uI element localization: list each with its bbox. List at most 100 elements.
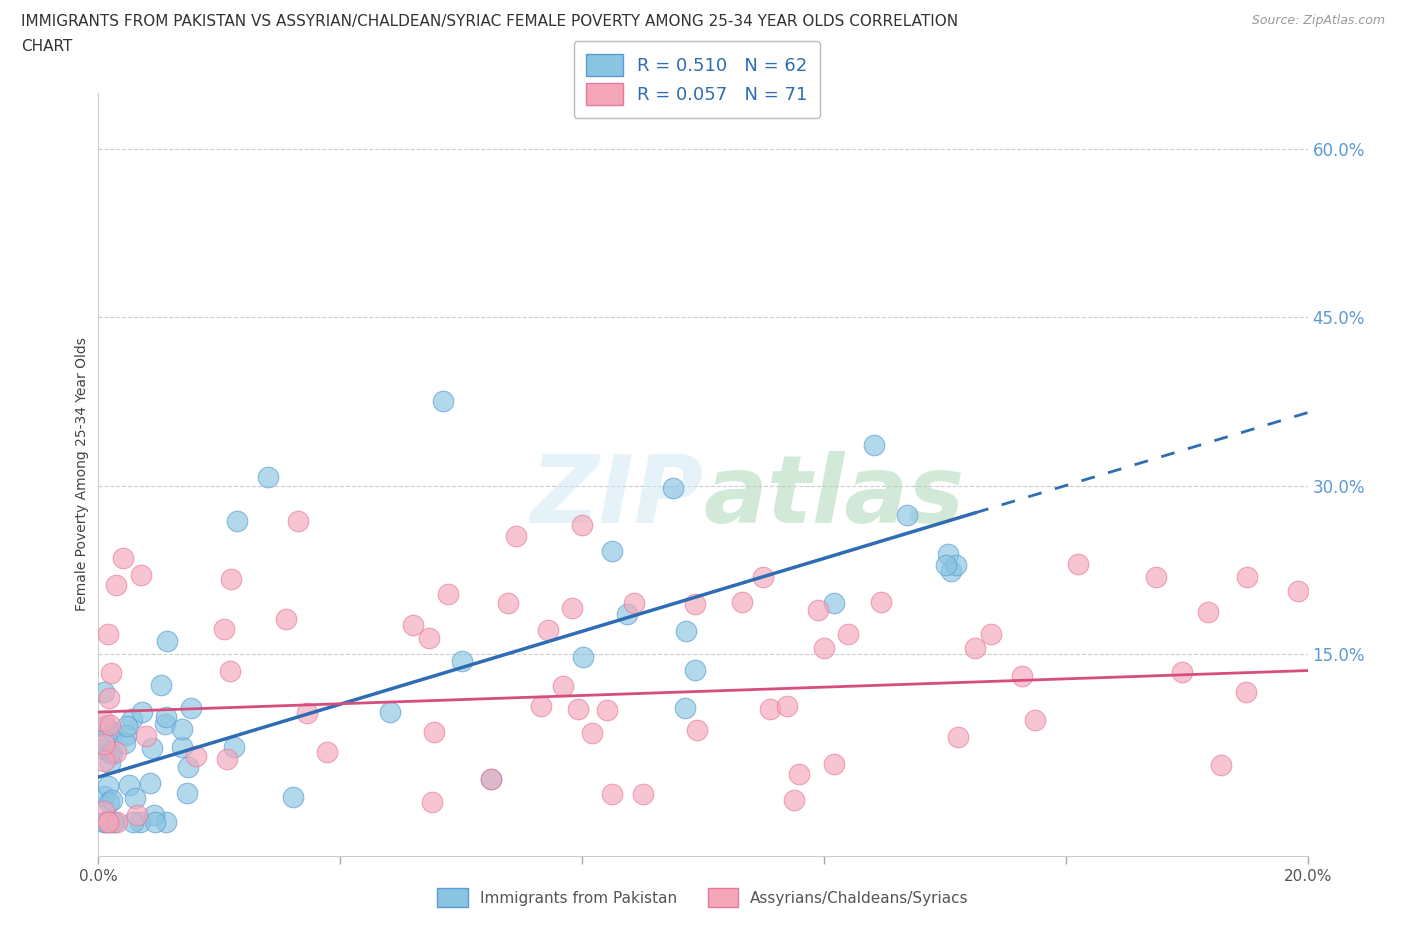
Point bbox=[673, 700, 696, 715]
Point bbox=[96, 626, 118, 641]
Point bbox=[686, 723, 709, 737]
Point bbox=[623, 595, 645, 610]
Point bbox=[222, 739, 245, 754]
Point bbox=[1234, 685, 1257, 700]
Point bbox=[602, 543, 624, 558]
Point bbox=[752, 570, 775, 585]
Point bbox=[217, 751, 239, 766]
Point bbox=[783, 792, 806, 807]
Point bbox=[939, 565, 962, 579]
Point bbox=[101, 747, 124, 762]
Point bbox=[945, 558, 967, 573]
Point bbox=[184, 749, 207, 764]
Point bbox=[155, 710, 177, 724]
Legend: Immigrants from Pakistan, Assyrians/Chaldeans/Syriacs: Immigrants from Pakistan, Assyrians/Chal… bbox=[432, 883, 974, 913]
Point bbox=[863, 438, 886, 453]
Point bbox=[93, 736, 115, 751]
Point bbox=[128, 815, 150, 830]
Point bbox=[287, 514, 309, 529]
Point bbox=[105, 815, 128, 830]
Point bbox=[571, 517, 593, 532]
Point bbox=[170, 722, 193, 737]
Point bbox=[1144, 570, 1167, 585]
Point bbox=[418, 631, 440, 645]
Point bbox=[111, 551, 134, 565]
Point bbox=[97, 815, 120, 830]
Point bbox=[97, 815, 120, 830]
Point bbox=[101, 793, 124, 808]
Point bbox=[787, 766, 810, 781]
Point bbox=[581, 725, 603, 740]
Text: Source: ZipAtlas.com: Source: ZipAtlas.com bbox=[1251, 14, 1385, 27]
Point bbox=[131, 705, 153, 720]
Point bbox=[602, 787, 624, 802]
Point bbox=[401, 618, 423, 632]
Point bbox=[93, 789, 115, 804]
Point bbox=[420, 795, 443, 810]
Point bbox=[124, 790, 146, 805]
Point bbox=[936, 547, 959, 562]
Point bbox=[176, 786, 198, 801]
Point bbox=[869, 594, 891, 609]
Point bbox=[437, 587, 460, 602]
Point bbox=[155, 815, 177, 830]
Point bbox=[141, 740, 163, 755]
Text: atlas: atlas bbox=[703, 451, 965, 543]
Point bbox=[274, 611, 297, 626]
Point bbox=[481, 772, 503, 787]
Point bbox=[571, 649, 593, 664]
Point bbox=[823, 756, 845, 771]
Point bbox=[481, 772, 503, 787]
Point bbox=[98, 795, 121, 810]
Point bbox=[813, 641, 835, 656]
Point bbox=[561, 601, 583, 616]
Point bbox=[153, 716, 176, 731]
Point bbox=[1171, 664, 1194, 679]
Point bbox=[114, 736, 136, 751]
Point bbox=[93, 815, 115, 830]
Point bbox=[101, 725, 124, 740]
Point bbox=[1067, 556, 1090, 571]
Point bbox=[93, 804, 115, 818]
Point bbox=[93, 741, 115, 756]
Point bbox=[93, 753, 115, 768]
Point bbox=[93, 733, 115, 748]
Point bbox=[100, 756, 122, 771]
Point bbox=[1198, 604, 1220, 619]
Point bbox=[156, 633, 179, 648]
Point bbox=[121, 712, 143, 727]
Point bbox=[121, 815, 143, 830]
Point bbox=[180, 700, 202, 715]
Text: CHART: CHART bbox=[21, 39, 73, 54]
Point bbox=[596, 703, 619, 718]
Point bbox=[316, 745, 339, 760]
Point bbox=[219, 572, 242, 587]
Point bbox=[1286, 583, 1309, 598]
Point bbox=[226, 514, 249, 529]
Point bbox=[567, 701, 589, 716]
Point bbox=[170, 740, 193, 755]
Point bbox=[139, 776, 162, 790]
Point bbox=[256, 469, 278, 484]
Point bbox=[97, 778, 120, 793]
Y-axis label: Female Poverty Among 25-34 Year Olds: Female Poverty Among 25-34 Year Olds bbox=[76, 338, 90, 611]
Point bbox=[103, 815, 125, 830]
Point bbox=[105, 744, 128, 759]
Point bbox=[96, 815, 118, 830]
Point bbox=[115, 727, 138, 742]
Point bbox=[100, 666, 122, 681]
Point bbox=[965, 641, 987, 656]
Point bbox=[100, 717, 122, 732]
Point bbox=[142, 807, 165, 822]
Point bbox=[683, 662, 706, 677]
Point bbox=[135, 729, 157, 744]
Point bbox=[295, 706, 318, 721]
Point bbox=[118, 778, 141, 793]
Point bbox=[498, 595, 520, 610]
Point bbox=[946, 729, 969, 744]
Point bbox=[93, 713, 115, 728]
Point bbox=[105, 578, 128, 592]
Point bbox=[675, 624, 697, 639]
Point bbox=[1024, 712, 1046, 727]
Point bbox=[683, 597, 706, 612]
